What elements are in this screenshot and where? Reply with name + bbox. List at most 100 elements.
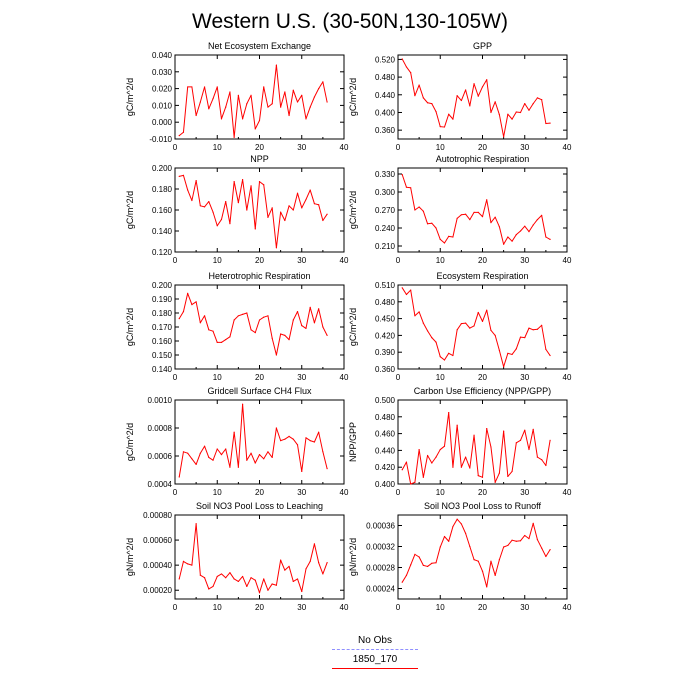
series-line [179, 174, 328, 249]
data-point [549, 354, 551, 357]
data-point [292, 89, 294, 91]
data-point [305, 568, 307, 570]
x-tick-label: 10 [436, 488, 445, 497]
data-point [237, 466, 239, 468]
data-point [494, 481, 496, 483]
chart-panel-6: Ecosystem Respiration gC/m^2/d 0.360 0.390 0… [348, 271, 572, 382]
data-point [473, 83, 475, 85]
data-point [208, 201, 210, 203]
y-axis-label: gC/m^2/d [125, 308, 135, 346]
data-point [414, 95, 416, 97]
data-point [305, 198, 307, 201]
data-point [431, 562, 433, 564]
data-point [203, 577, 206, 579]
data-point [486, 309, 488, 311]
y-tick-label: 0.010 [152, 101, 173, 110]
data-point [477, 475, 479, 477]
data-point [292, 580, 294, 583]
data-point [486, 427, 488, 430]
data-point [195, 114, 197, 117]
y-tick-label: 0.00032 [366, 543, 395, 552]
y-tick-label: 0.040 [152, 51, 173, 60]
data-point [426, 330, 429, 332]
data-point [532, 428, 534, 430]
data-point [490, 329, 492, 331]
x-tick-label: 30 [520, 143, 529, 152]
x-tick-label: 20 [255, 143, 264, 152]
data-point [182, 451, 185, 453]
y-tick-label: 0.0006 [148, 452, 173, 461]
data-point [422, 564, 424, 567]
data-point [519, 111, 522, 114]
y-tick-label: 0.510 [375, 281, 396, 290]
data-point [195, 301, 197, 303]
data-point [267, 451, 269, 453]
y-tick-label: 0.420 [375, 463, 396, 472]
data-point [199, 574, 201, 576]
data-point [426, 102, 429, 104]
data-point [178, 318, 180, 320]
data-point [545, 122, 547, 125]
y-axis-label: gC/m^2/d [125, 191, 135, 229]
data-point [452, 118, 454, 120]
data-point [326, 468, 328, 470]
data-point [203, 206, 206, 208]
data-point [233, 319, 235, 321]
data-point [452, 236, 454, 238]
data-point [296, 444, 299, 446]
y-tick-label: 0.160 [152, 337, 173, 346]
series-line [401, 58, 551, 138]
x-tick-label: 40 [340, 488, 349, 497]
data-point [191, 86, 193, 88]
data-point [254, 579, 256, 581]
data-point [486, 79, 488, 81]
data-point [182, 560, 185, 562]
data-point [309, 189, 311, 191]
panel-title: Ecosystem Respiration [436, 271, 528, 281]
x-tick-label: 10 [436, 143, 445, 152]
data-point [292, 438, 294, 440]
data-point [246, 209, 248, 211]
data-point [448, 235, 450, 237]
data-point [460, 323, 462, 325]
data-point [182, 311, 185, 313]
y-tick-label: 0.390 [375, 348, 396, 357]
data-point [524, 429, 526, 431]
legend-label-no-obs: No Obs [358, 635, 392, 646]
data-point [410, 187, 412, 189]
y-tick-label: 0.240 [375, 224, 396, 233]
data-point [225, 577, 227, 579]
data-point [435, 110, 437, 113]
data-point [225, 339, 227, 341]
data-point [242, 575, 244, 578]
data-point [549, 238, 551, 240]
data-point [301, 470, 303, 472]
x-tick-label: 30 [297, 603, 306, 612]
y-tick-label: 0.00024 [366, 585, 395, 594]
data-point [267, 315, 269, 317]
data-point [503, 366, 505, 368]
data-point [242, 313, 244, 315]
data-point [275, 64, 277, 66]
data-point [528, 448, 530, 451]
data-point [503, 430, 505, 432]
x-tick-label: 0 [396, 256, 401, 265]
data-point [254, 462, 256, 464]
data-point [242, 178, 244, 181]
data-point [263, 578, 265, 580]
data-point [212, 330, 214, 332]
data-point [203, 86, 206, 88]
panel-title: NPP [250, 154, 269, 164]
data-point [178, 476, 180, 478]
data-point [280, 333, 282, 335]
data-point [465, 213, 467, 215]
data-point [229, 572, 231, 574]
data-point [275, 354, 277, 356]
y-axis-label: gN/m^2/d [125, 538, 135, 576]
y-tick-label: 0.480 [375, 413, 396, 422]
data-point [212, 98, 214, 100]
data-point [486, 199, 488, 201]
data-point [435, 341, 437, 343]
data-point [301, 325, 303, 327]
y-tick-label: 0.180 [152, 309, 173, 318]
